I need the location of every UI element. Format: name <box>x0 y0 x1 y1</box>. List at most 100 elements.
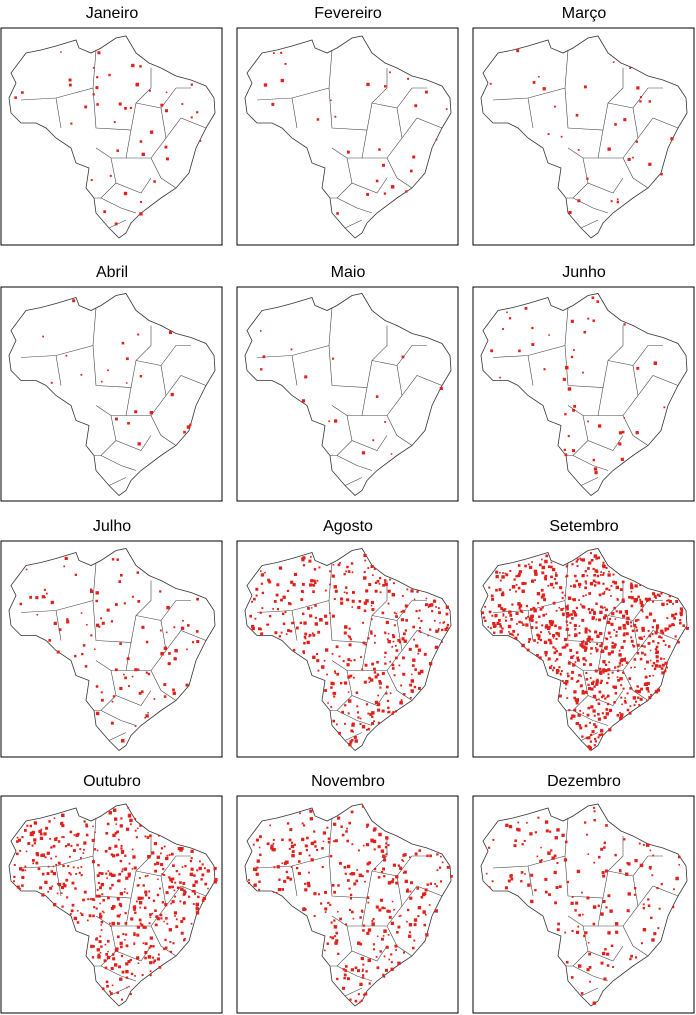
fire-point <box>39 836 44 841</box>
fire-point <box>344 969 348 972</box>
fire-point <box>144 956 147 960</box>
fire-point <box>144 716 147 719</box>
fire-point <box>153 959 157 963</box>
fire-point <box>133 943 136 946</box>
fire-point <box>589 582 594 586</box>
fire-point <box>144 893 148 897</box>
fire-point <box>129 993 132 996</box>
fire-point <box>576 658 580 662</box>
fire-point <box>175 869 178 873</box>
fire-point <box>302 564 306 567</box>
fire-point <box>614 853 617 857</box>
fire-point <box>398 915 401 918</box>
fire-point <box>409 683 413 687</box>
fire-point <box>544 625 548 629</box>
fire-point <box>593 810 596 813</box>
fire-point <box>615 634 618 637</box>
fire-point <box>104 943 107 946</box>
fire-point <box>350 562 354 565</box>
fire-point <box>418 849 422 852</box>
fire-point <box>121 341 125 345</box>
fire-point <box>595 682 599 686</box>
fire-point <box>41 872 45 876</box>
fire-point <box>26 824 29 827</box>
fire-point <box>584 724 588 728</box>
fire-point <box>584 649 587 652</box>
fire-point <box>583 934 586 938</box>
fire-point <box>344 704 347 707</box>
fire-point <box>121 970 125 974</box>
fire-point <box>330 99 332 102</box>
map-panel: Janeiro <box>0 5 223 246</box>
fire-point <box>644 597 648 601</box>
fire-point <box>361 668 364 671</box>
fire-point <box>518 572 521 576</box>
fire-point <box>343 973 347 977</box>
fire-point <box>116 149 119 152</box>
fire-point <box>606 695 609 698</box>
fire-point <box>612 580 615 584</box>
fire-point <box>636 643 640 647</box>
fire-point <box>370 604 373 607</box>
fire-point <box>385 945 389 949</box>
fire-point <box>259 628 263 631</box>
fire-point <box>255 587 259 591</box>
fire-point <box>541 558 543 561</box>
fire-point <box>619 588 623 591</box>
fire-point <box>634 689 638 693</box>
fire-point <box>660 636 663 639</box>
fire-point <box>333 695 336 698</box>
fire-point <box>410 589 414 593</box>
fire-point <box>613 685 618 689</box>
fire-point <box>575 701 579 705</box>
fire-point <box>310 579 314 583</box>
fire-point <box>622 658 626 662</box>
fire-point <box>445 612 449 616</box>
fire-point <box>381 937 384 941</box>
fire-point <box>166 605 170 610</box>
fire-point <box>497 618 501 622</box>
fire-point <box>630 596 633 599</box>
fire-point <box>260 573 265 577</box>
fire-point <box>578 625 581 627</box>
fire-point <box>49 837 52 840</box>
fire-point <box>384 845 388 849</box>
fire-point <box>403 639 407 643</box>
fire-point <box>664 644 667 646</box>
fire-point <box>528 617 533 621</box>
fire-point <box>138 876 141 879</box>
fire-point <box>525 617 528 620</box>
fire-point <box>629 67 632 69</box>
fire-point <box>619 869 622 872</box>
fire-point <box>111 984 114 987</box>
fire-point <box>362 641 366 645</box>
fire-point <box>575 606 578 609</box>
fire-point <box>353 659 356 662</box>
fire-point <box>199 140 202 142</box>
fire-point <box>137 600 141 603</box>
fire-point <box>590 608 594 612</box>
fire-point <box>297 871 301 876</box>
fire-point <box>499 623 502 626</box>
fire-point <box>61 821 64 824</box>
fire-point <box>335 931 339 935</box>
fire-point <box>344 625 348 629</box>
fire-point <box>144 890 148 894</box>
fire-point <box>606 694 610 698</box>
panel-title: Junho <box>562 264 606 281</box>
fire-point <box>313 568 317 571</box>
fire-point <box>364 880 366 883</box>
fire-point <box>602 561 605 564</box>
fire-point <box>492 621 496 626</box>
fire-point <box>382 163 385 167</box>
fire-point <box>556 632 560 636</box>
fire-point <box>561 597 564 600</box>
fire-point <box>584 586 587 590</box>
fire-point <box>136 571 140 574</box>
fire-point <box>679 621 682 625</box>
fire-point <box>445 108 448 110</box>
fire-point <box>136 956 140 960</box>
fire-point <box>417 905 422 910</box>
fire-point <box>330 681 334 686</box>
fire-point <box>109 990 111 993</box>
